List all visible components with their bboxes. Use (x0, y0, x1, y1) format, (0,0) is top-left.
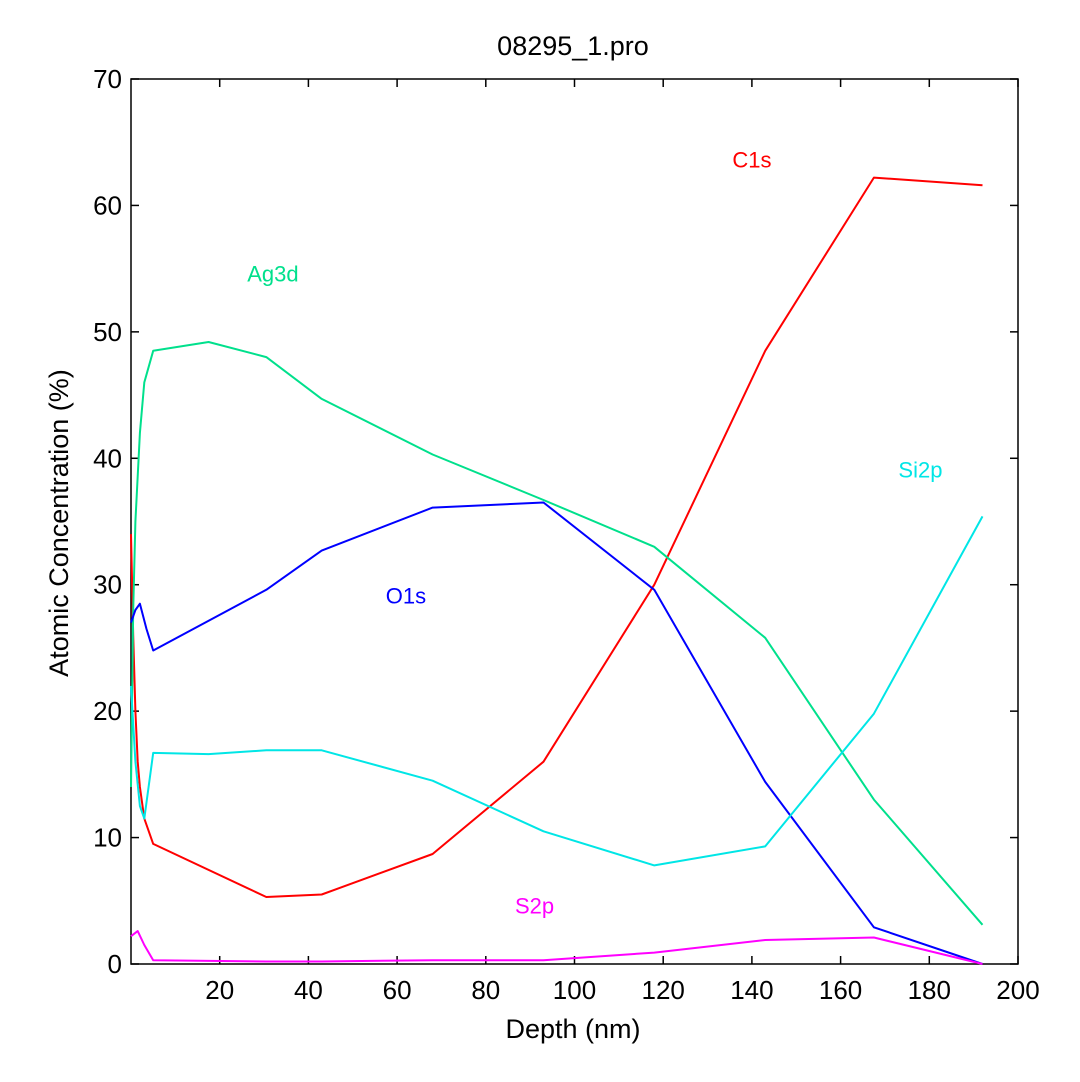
y-tick-label: 30 (93, 570, 122, 600)
series-line-si2p (130, 515, 984, 867)
series-line-o1s (130, 501, 983, 965)
y-axis-title: Atomic Concentration (%) (44, 369, 74, 677)
series-line-s2p (130, 930, 983, 965)
y-tick-label: 10 (93, 823, 122, 853)
x-tick-label: 60 (383, 975, 412, 1005)
y-tick-label: 60 (93, 190, 122, 220)
y-tick-label: 20 (93, 696, 122, 726)
x-tick-label: 20 (205, 975, 234, 1005)
x-axis-title: Depth (nm) (505, 1014, 640, 1044)
x-tick-label: 100 (553, 975, 596, 1005)
chart-title: 08295_1.pro (497, 31, 649, 61)
plot-frame (130, 78, 1019, 965)
x-tick-label: 160 (819, 975, 862, 1005)
y-tick-label: 0 (108, 949, 122, 979)
y-tick-label: 70 (93, 64, 122, 94)
y-tick-label: 40 (93, 443, 122, 473)
series-label-o1s: O1s (386, 584, 426, 609)
series-label-ag3d: Ag3d (247, 261, 298, 286)
series-label-si2p: Si2p (898, 457, 942, 482)
series-label-s2p: S2p (515, 893, 554, 918)
y-tick-label: 50 (93, 317, 122, 347)
x-tick-label: 180 (908, 975, 951, 1005)
series-line-ag3d (130, 341, 984, 926)
x-tick-label: 40 (294, 975, 323, 1005)
series-label-c1s: C1s (732, 148, 771, 173)
x-tick-label: 80 (471, 975, 500, 1005)
x-tick-label: 140 (730, 975, 773, 1005)
series-line-c1s (130, 176, 983, 898)
x-tick-label: 200 (996, 975, 1039, 1005)
plot-area: 20 40 60 80 100 120 140 160 180 200 0 10 20 30 40 50 60 7… (93, 64, 1040, 1005)
x-tick-label: 120 (642, 975, 685, 1005)
